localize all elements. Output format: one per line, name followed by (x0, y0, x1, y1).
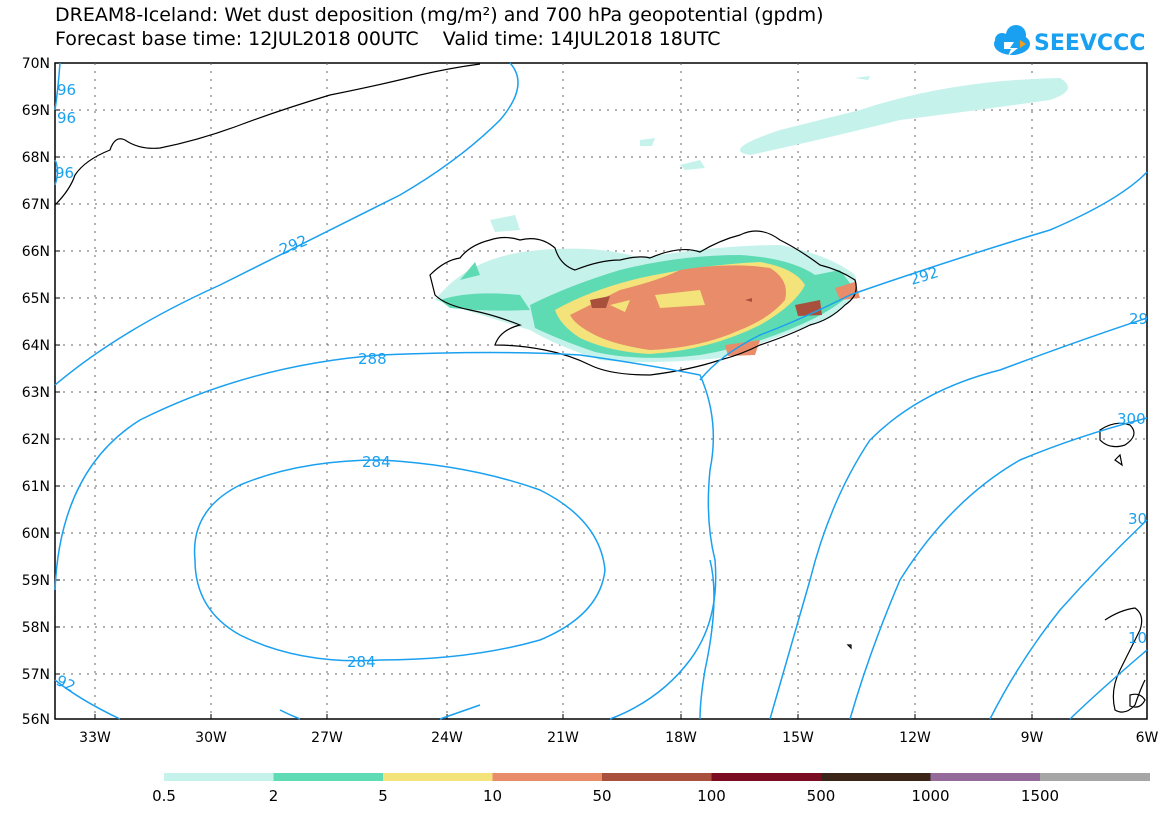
lon-label: 12W (899, 730, 931, 746)
latitude-labels: 70N 69N 68N 67N 66N 65N 64N 63N 62N 61N … (22, 56, 50, 728)
coastlines (54, 63, 1146, 713)
contour-label: 30 (1128, 510, 1147, 528)
lat-label: 60N (22, 526, 50, 542)
contour-label: 10 (1128, 629, 1147, 647)
contour-label: 96 (57, 81, 76, 99)
lat-label: 58N (22, 620, 50, 636)
longitude-labels: 33W 30W 27W 24W 21W 18W 15W 12W 9W 6W (79, 730, 1158, 746)
lat-label: 68N (22, 150, 50, 166)
dust-deposition-field (435, 76, 1068, 363)
lat-label: 56N (22, 712, 50, 728)
lon-label: 18W (665, 730, 697, 746)
lat-label: 62N (22, 432, 50, 448)
lat-label: 61N (22, 479, 50, 495)
contour-label: 288 (358, 350, 387, 368)
lon-label: 33W (79, 730, 111, 746)
lon-label: 9W (1021, 730, 1044, 746)
lon-label: 21W (547, 730, 579, 746)
lat-label: 64N (22, 338, 50, 354)
contour-label: 284 (362, 453, 391, 471)
lon-label: 24W (431, 730, 463, 746)
cloud-icon (994, 25, 1030, 56)
map-subtitle: Forecast base time: 12JUL2018 00UTC Vali… (55, 28, 721, 50)
contour-label: 292 (277, 231, 310, 258)
lon-label: 27W (311, 730, 343, 746)
contour-label: 284 (347, 653, 376, 671)
lat-label: 66N (22, 244, 50, 260)
geopotential-contours (54, 62, 1148, 720)
lon-label: 30W (195, 730, 227, 746)
graticule (55, 63, 1147, 719)
map-frame (54, 62, 1148, 720)
contour-label: 96 (55, 164, 74, 182)
lon-label: 6W (1136, 730, 1159, 746)
lat-label: 65N (22, 291, 50, 307)
contour-label: 292 (908, 263, 941, 289)
lat-label: 59N (22, 573, 50, 589)
lat-label: 67N (22, 197, 50, 213)
lat-label: 69N (22, 103, 50, 119)
lat-label: 57N (22, 667, 50, 683)
contour-label: 92 (53, 671, 78, 695)
lat-label: 70N (22, 56, 50, 72)
contour-label: 300 (1117, 410, 1146, 428)
lon-label: 15W (782, 730, 814, 746)
contour-label: 96 (57, 109, 76, 127)
map-title: DREAM8-Iceland: Wet dust deposition (mg/… (55, 4, 824, 26)
logo-text: SEEVCCC (1034, 31, 1145, 56)
contour-label: 29 (1129, 310, 1148, 328)
lat-label: 63N (22, 385, 50, 401)
seevccc-logo: SEEVCCC (994, 25, 1145, 56)
